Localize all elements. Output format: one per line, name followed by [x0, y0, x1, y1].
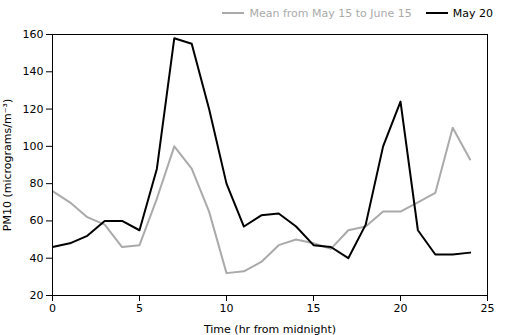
html-text:Mean from May 15 to June 15: Mean from May 15 to June 15 — [249, 6, 412, 20]
svg-text:5: 5 — [136, 302, 143, 315]
svg-text:160: 160 — [23, 28, 44, 41]
svg-text:140: 140 — [23, 65, 44, 78]
svg-text:0: 0 — [49, 302, 56, 315]
svg-text:40: 40 — [30, 252, 44, 265]
svg-text:10: 10 — [220, 302, 234, 315]
svg-text:120: 120 — [23, 103, 44, 116]
svg-text:Time (hr from midnight): Time (hr from midnight) — [203, 323, 336, 335]
svg-text:80: 80 — [30, 177, 44, 190]
html-text:May 20: May 20 — [452, 6, 493, 20]
svg-text:60: 60 — [30, 214, 44, 227]
svg-text:20: 20 — [394, 302, 408, 315]
svg-text:100: 100 — [23, 140, 44, 153]
svg-text:20: 20 — [30, 289, 44, 302]
svg-text:15: 15 — [307, 302, 321, 315]
svg-text:PM10 (micrograms/m⁻³): PM10 (micrograms/m⁻³) — [1, 99, 14, 231]
svg-text:25: 25 — [481, 302, 495, 315]
